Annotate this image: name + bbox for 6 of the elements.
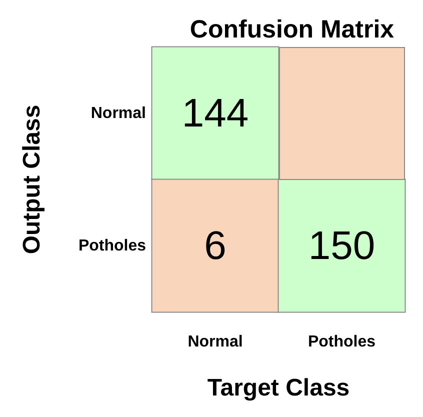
x-axis-title: Target Class (207, 374, 350, 402)
data-label: 150 (308, 224, 376, 268)
chart-title: Confusion Matrix (190, 16, 394, 44)
data-label: 144 (182, 91, 249, 136)
y-axis-title: Output Class (18, 104, 46, 254)
data-label: 6 (204, 224, 226, 268)
